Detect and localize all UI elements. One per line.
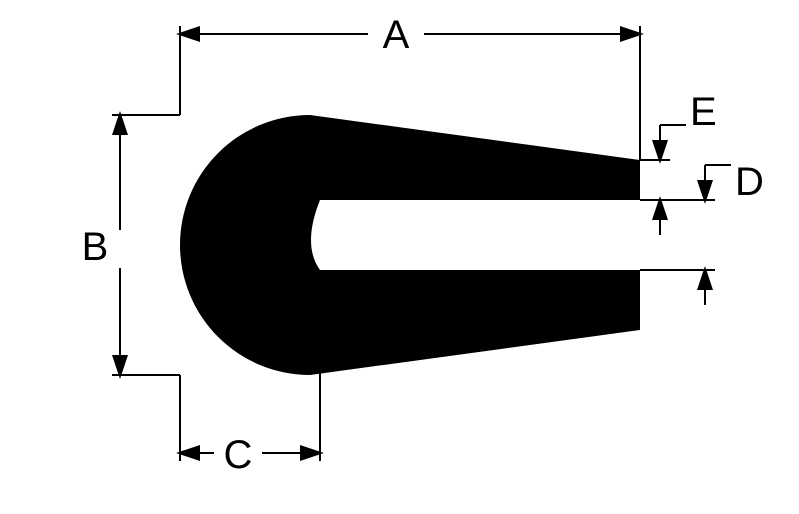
dimension-label-C: C <box>224 433 253 477</box>
cross-section-diagram: A B C D E <box>0 0 799 514</box>
dimension-E: E <box>640 90 717 235</box>
dimension-B: B <box>82 115 180 375</box>
dimension-label-E: E <box>690 90 717 134</box>
profile-shape <box>180 115 642 375</box>
dimension-label-A: A <box>383 13 410 57</box>
dimension-label-D: D <box>735 160 764 204</box>
dimension-label-B: B <box>82 225 109 269</box>
dimension-D: D <box>640 160 764 305</box>
